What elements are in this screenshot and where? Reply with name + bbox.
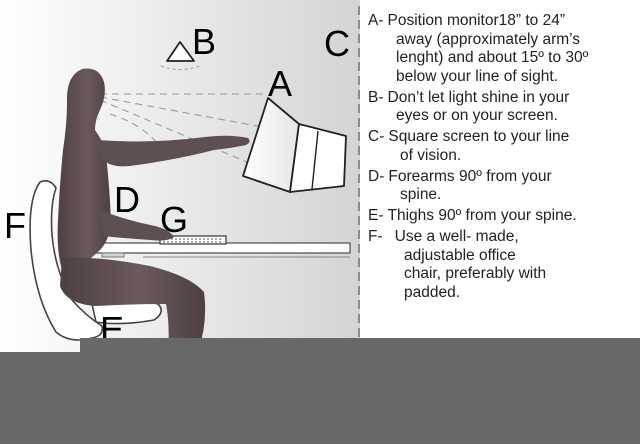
legend-line: Forearms 90º from your	[388, 167, 552, 185]
legend-line: Use a well- made,	[394, 228, 519, 245]
legend-line: adjustable office	[404, 246, 516, 264]
legend-line: spine.	[400, 186, 442, 203]
legend-item-f: F- Use a well- made, adjustable office c…	[368, 228, 640, 302]
legend-line: lenght) and about 15º to 30º	[396, 49, 589, 66]
legend-key-e: E-	[368, 207, 384, 224]
sight-lines	[99, 93, 269, 166]
label-b: B	[192, 21, 217, 62]
legend-line: Don’t let light shine in your	[387, 88, 570, 106]
legend-line: eyes or on your screen.	[396, 107, 558, 124]
legend-item-b: B- Don’t let light shine in your eyes or…	[368, 89, 640, 126]
legend-item-d: D- Forearms 90º from your spine.	[368, 168, 640, 205]
label-g: G	[160, 199, 189, 240]
legend-list: A- Position monitor18” to 24” away (appr…	[368, 12, 640, 305]
legend-line: below your line of sight.	[396, 67, 558, 85]
legend-key-a: A-	[368, 12, 384, 29]
legend-key-b: B-	[368, 88, 384, 106]
gray-overlay-tab	[80, 338, 640, 354]
gray-overlay-bar	[0, 352, 640, 444]
label-c: C	[324, 23, 350, 64]
label-a: A	[268, 63, 293, 104]
office-chair	[29, 180, 162, 341]
legend-line: chair, preferably with	[404, 265, 547, 282]
label-e: E	[100, 309, 125, 350]
legend-line: Thighs 90º from your spine.	[387, 207, 577, 224]
lamp-icon	[160, 41, 201, 70]
seated-person-figure	[57, 68, 250, 352]
legend-key-c: C-	[368, 128, 385, 145]
legend-item-a: A- Position monitor18” to 24” away (appr…	[368, 12, 640, 86]
legend-line: padded.	[404, 283, 461, 301]
legend-line: Position monitor18” to 24”	[387, 12, 565, 29]
legend-line: Square screen to your line	[388, 128, 570, 145]
legend-line: away (approximately arm’s	[396, 30, 581, 48]
label-d: D	[114, 179, 140, 220]
legend-item-e: E- Thighs 90º from your spine.	[368, 207, 640, 226]
label-f: F	[4, 205, 26, 246]
legend-line: of vision.	[400, 146, 462, 164]
legend-item-c: C- Square screen to your line of vision.	[368, 128, 640, 165]
legend-key-d: D-	[368, 167, 385, 185]
computer-monitor	[242, 97, 347, 193]
legend-key-f: F-	[368, 228, 383, 245]
